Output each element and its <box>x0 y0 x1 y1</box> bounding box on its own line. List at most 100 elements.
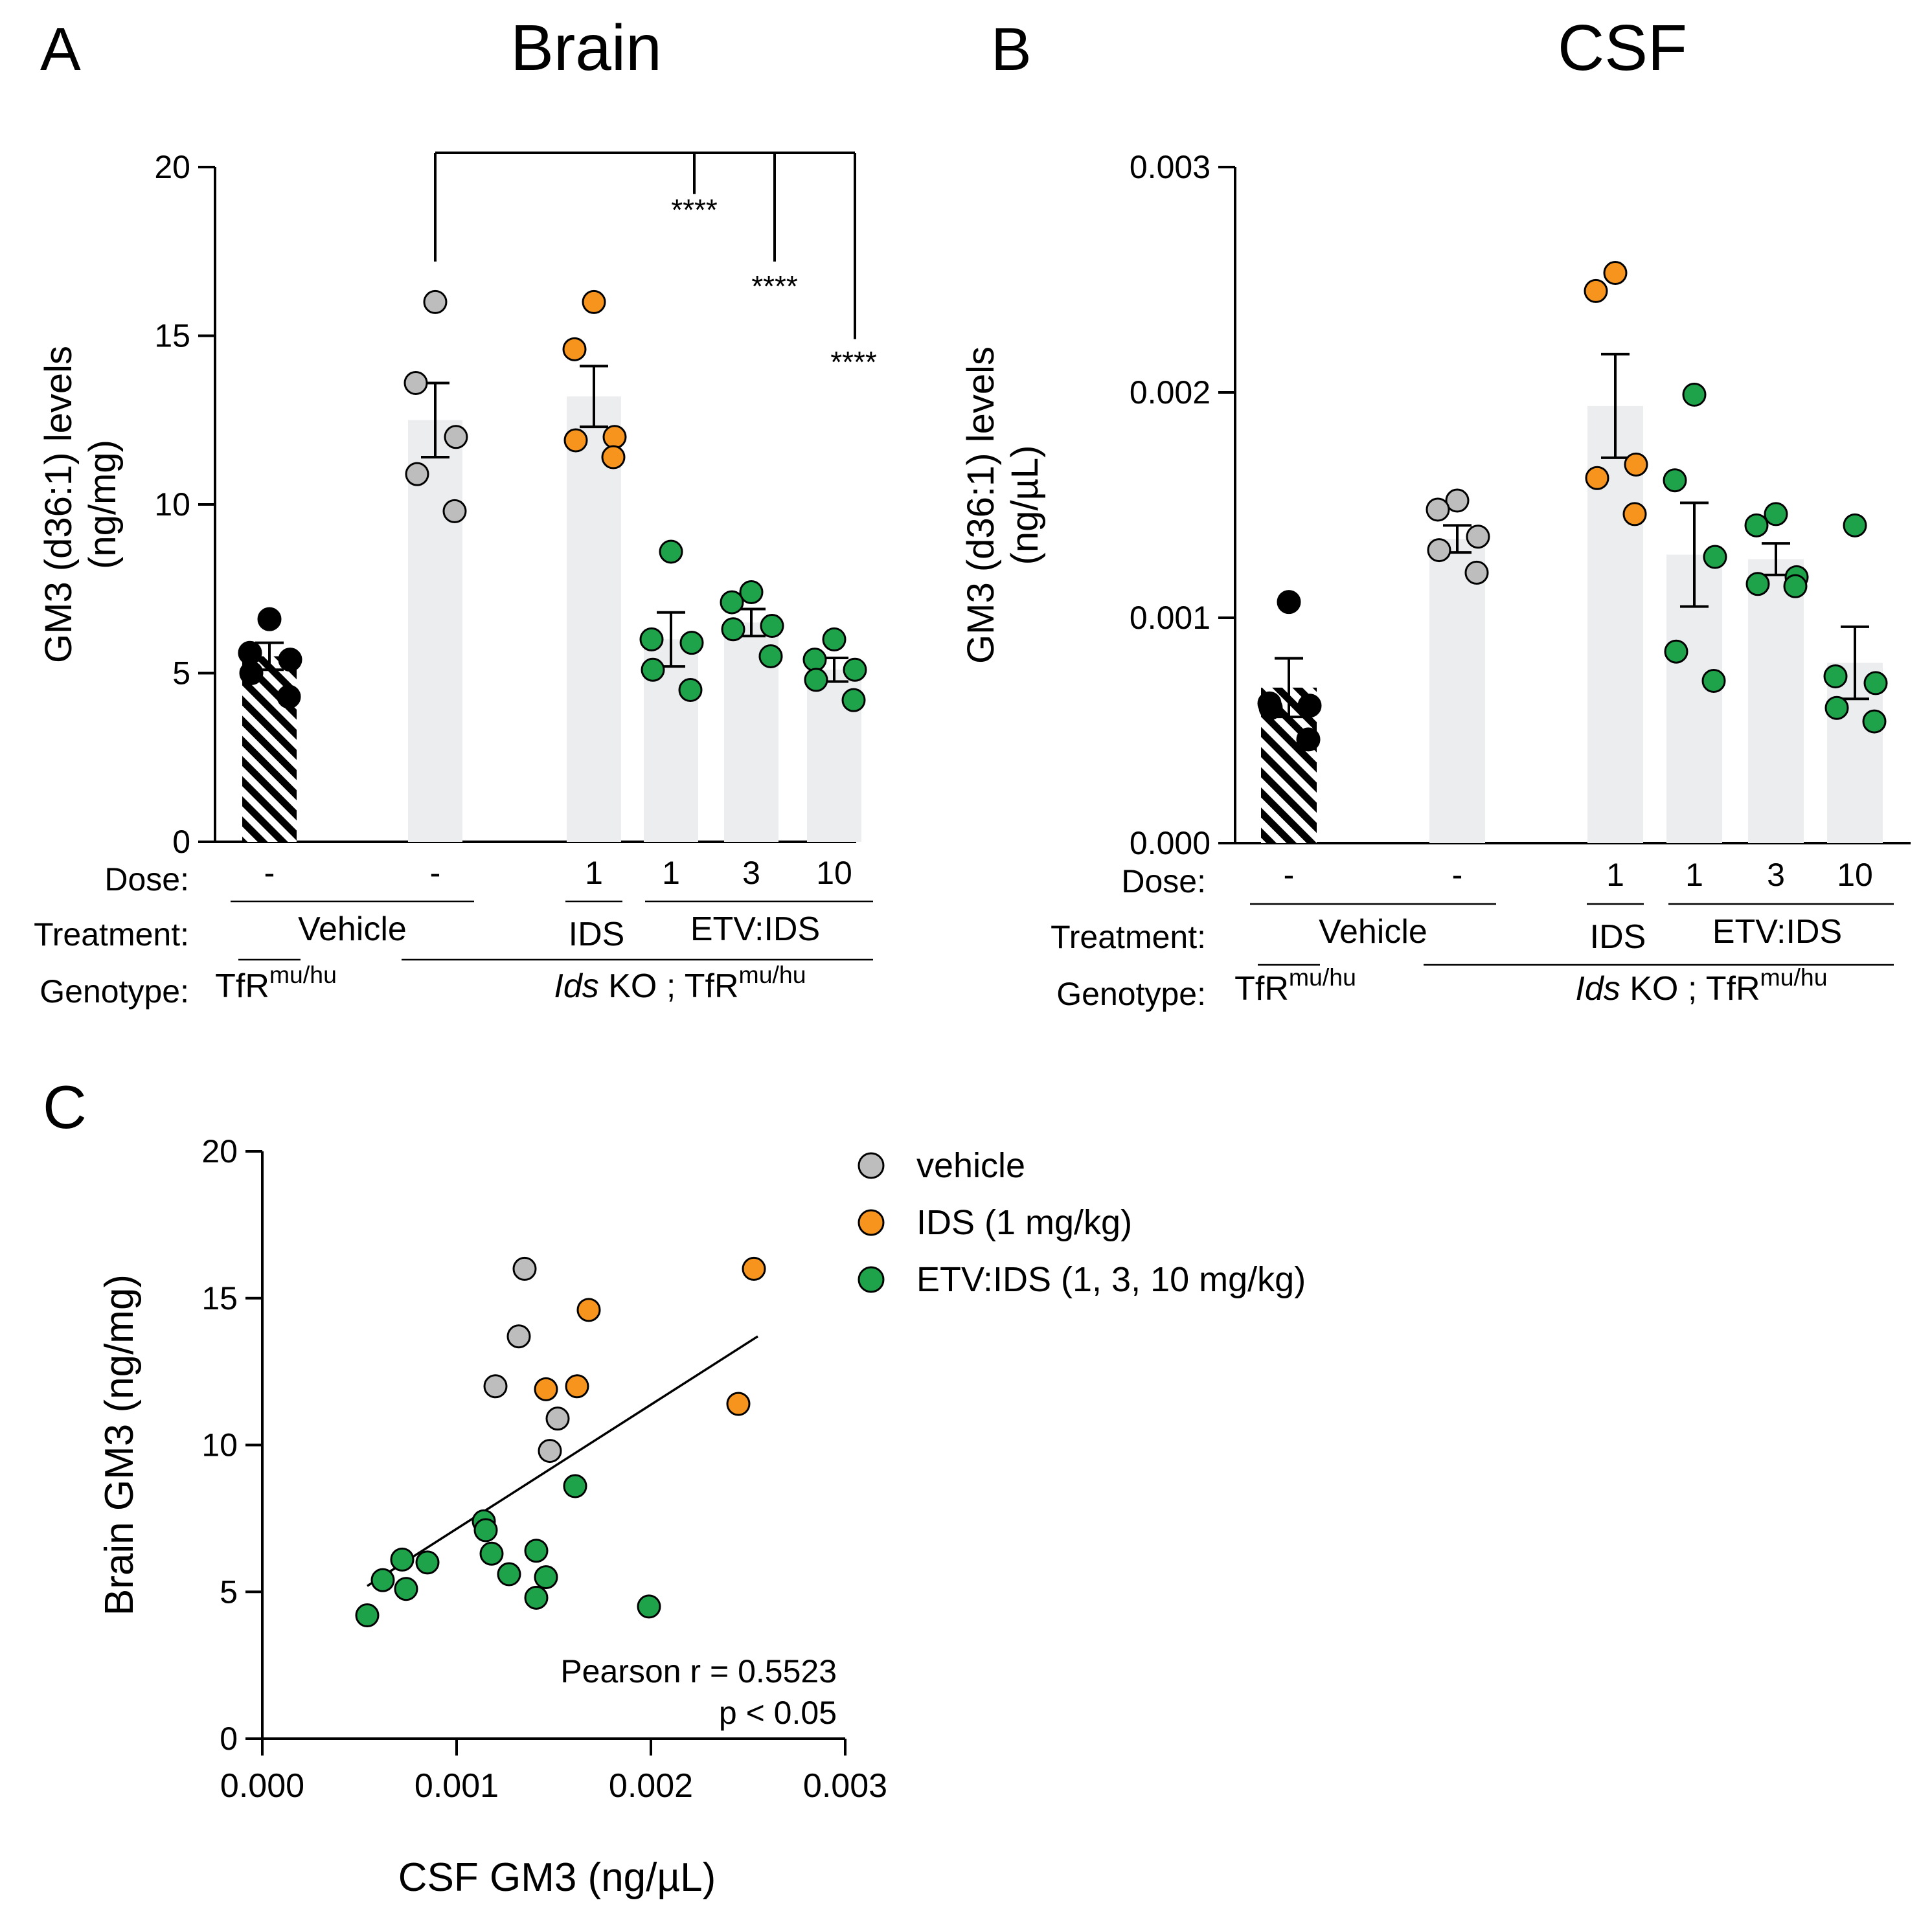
dose-label: 1 <box>662 855 680 891</box>
panel-letter: B <box>991 15 1032 83</box>
scatter-point <box>726 1392 751 1416</box>
data-point <box>442 499 467 523</box>
panel-letter: C <box>43 1073 87 1141</box>
data-point <box>822 627 847 651</box>
data-point <box>423 289 448 314</box>
significance-stars: **** <box>830 345 877 379</box>
data-point <box>277 684 301 709</box>
row-label-genotype: Genotype: <box>1056 976 1206 1012</box>
data-point <box>1703 545 1727 569</box>
genotype-wt: TfRmu/hu <box>215 961 337 1005</box>
scatter-point <box>534 1565 558 1590</box>
bar <box>1429 539 1485 843</box>
genotype-ko-base: KO ; TfR <box>1620 970 1760 1008</box>
x-tick-label: 0.002 <box>609 1767 693 1805</box>
row-label-dose: Dose: <box>1121 863 1206 899</box>
data-point <box>1277 590 1301 615</box>
legend-marker <box>858 1209 885 1236</box>
scatter-point <box>473 1518 498 1542</box>
data-point <box>1445 488 1470 513</box>
data-point <box>239 661 264 685</box>
data-point <box>1783 574 1808 598</box>
y-axis-label-line2: (ng/mg) <box>82 440 124 569</box>
data-point <box>444 425 468 449</box>
scatter-point <box>512 1256 537 1281</box>
data-point <box>562 337 587 361</box>
data-point <box>257 607 282 631</box>
scatter-point <box>576 1298 601 1322</box>
y-axis-label: GM3 (d36:1) levels (ng/µL) <box>960 346 1046 664</box>
y-tick-label: 10 <box>201 1427 238 1463</box>
scatter-point <box>497 1562 521 1587</box>
data-point <box>679 631 704 655</box>
data-point <box>1823 664 1848 688</box>
scatter-point <box>390 1547 415 1572</box>
panel-b-csf: B CSF 0.000 0.001 0.002 0.003 GM3 (d36:1) leve… <box>960 12 1911 1012</box>
row-label-treatment: Treatment: <box>1051 919 1206 955</box>
genotype-ko-sup: mu/hu <box>739 961 806 988</box>
scatter-point <box>534 1377 558 1401</box>
data-point <box>841 688 866 712</box>
data-point <box>1464 560 1489 585</box>
row-label-dose: Dose: <box>104 861 189 898</box>
pearson-annotation: Pearson r = 0.5523 <box>560 1653 837 1689</box>
data-point <box>1664 639 1688 664</box>
data-point <box>804 668 828 692</box>
data-point <box>1701 668 1726 693</box>
data-point <box>1824 695 1849 720</box>
data-point <box>843 657 867 682</box>
data-point <box>1682 382 1707 407</box>
row-label-genotype: Genotype: <box>40 973 189 1010</box>
dose-label: 10 <box>1837 857 1873 893</box>
panel-letter: A <box>40 15 81 83</box>
scatter-point <box>370 1568 395 1592</box>
panel-title: Brain <box>510 12 661 84</box>
data-point <box>405 462 429 486</box>
data-point <box>563 428 588 453</box>
treatment-ids: IDS <box>569 916 625 953</box>
genotype-ko: Ids KO ; TfRmu/hu <box>1575 964 1827 1008</box>
legend-label: ETV:IDS (1, 3, 10 mg/kg) <box>916 1260 1306 1299</box>
y-axis-label-group: Brain GM3 (ng/mg) <box>97 1274 142 1616</box>
y-axis-label-line1: GM3 (d36:1) levels <box>960 346 1002 664</box>
y-tick-label: 0.003 <box>1130 149 1210 185</box>
y-tick-label: 0.000 <box>1130 825 1210 861</box>
genotype-wt: TfRmu/hu <box>1234 964 1356 1008</box>
y-axis-label-line2: (ng/µL) <box>1004 446 1046 565</box>
genotype-ko-base: KO ; TfR <box>599 967 739 1005</box>
bar <box>408 420 462 842</box>
y-tick-label: 0.002 <box>1130 374 1210 411</box>
y-tick-label: 15 <box>201 1280 238 1316</box>
y-axis-label: Brain GM3 (ng/mg) <box>97 1274 142 1616</box>
significance-stars: **** <box>751 269 798 303</box>
data-point <box>1622 502 1647 526</box>
legend-label: vehicle <box>916 1146 1025 1185</box>
bar <box>1748 559 1804 843</box>
dose-label: - <box>1452 857 1463 893</box>
data-point <box>760 614 784 638</box>
data-point <box>1426 497 1450 522</box>
panel-c-correlation: C 0 5 10 15 20 0.000 0.001 0.002 0.003 CSF GM3 (ng… <box>43 1073 1306 1900</box>
data-point <box>1744 513 1769 537</box>
scatter-point <box>563 1474 587 1498</box>
x-tick-label: 0.001 <box>415 1767 499 1805</box>
genotype-wt-sup: mu/hu <box>269 961 337 988</box>
bar <box>567 396 621 842</box>
data-point <box>1624 452 1648 477</box>
data-point <box>1863 671 1888 695</box>
legend-marker <box>858 1152 885 1179</box>
genotype-ko-italic: Ids <box>1575 970 1620 1008</box>
y-axis-label-line1: GM3 (d36:1) levels <box>38 346 80 663</box>
data-point <box>639 627 664 651</box>
legend-label: IDS (1 mg/kg) <box>916 1203 1132 1242</box>
treatment-etv: ETV:IDS <box>1712 913 1842 951</box>
dose-label: 1 <box>1685 857 1703 893</box>
y-tick-label: 0 <box>172 824 190 860</box>
data-point <box>1745 572 1770 596</box>
scatter-point <box>483 1374 508 1399</box>
data-point <box>720 590 744 615</box>
y-tick-label: 5 <box>172 655 190 692</box>
dose-label: 3 <box>742 855 760 891</box>
treatment-etv: ETV:IDS <box>690 910 820 948</box>
